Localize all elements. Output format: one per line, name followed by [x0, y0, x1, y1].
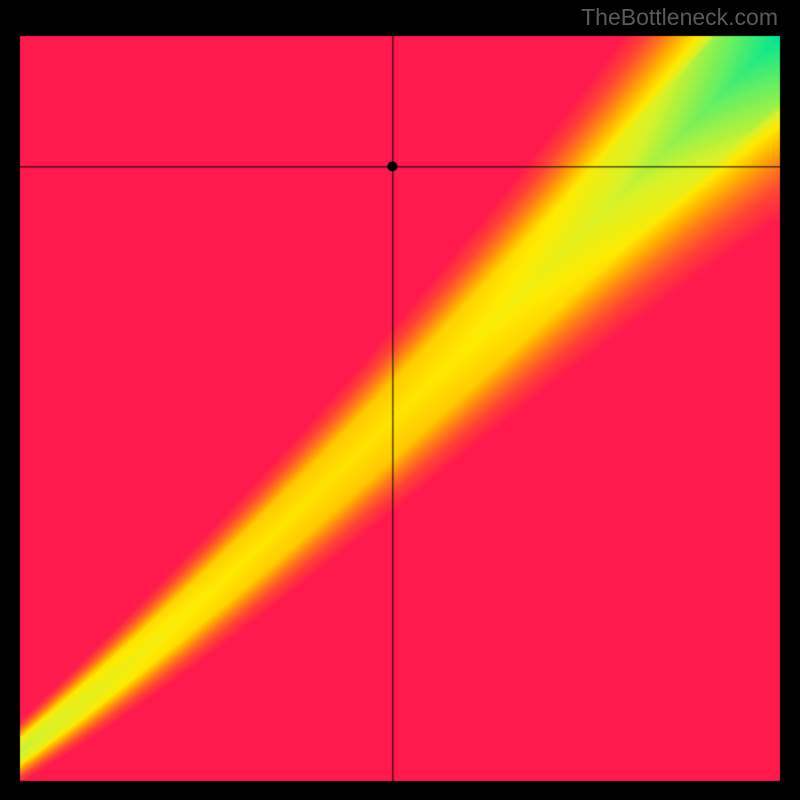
bottleneck-heatmap: [0, 0, 800, 800]
chart-container: TheBottleneck.com: [0, 0, 800, 800]
watermark-text: TheBottleneck.com: [581, 4, 778, 31]
